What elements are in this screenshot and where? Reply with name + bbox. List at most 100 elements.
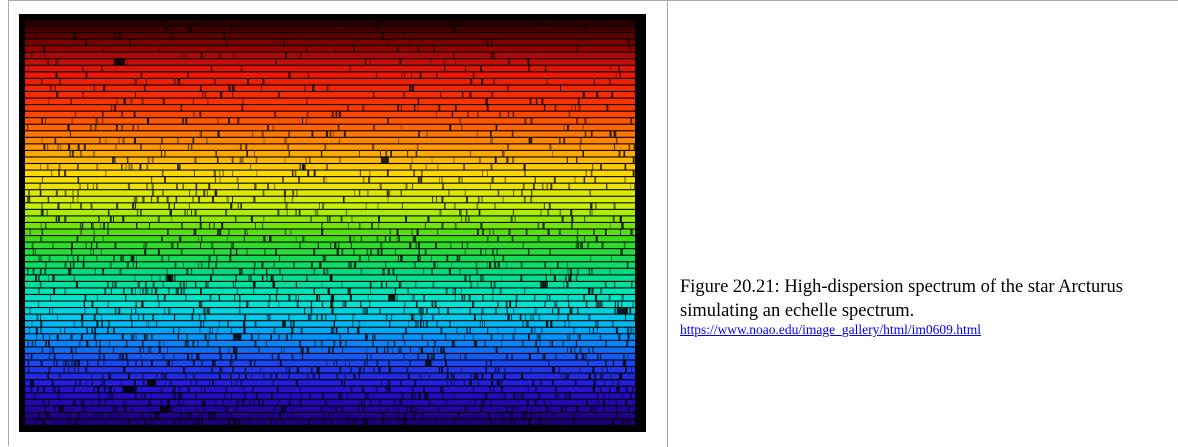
absorption-line [162,98,165,105]
absorption-line [554,301,556,308]
absorption-line [131,406,133,412]
absorption-line [313,288,315,294]
absorption-line [588,314,591,321]
absorption-line [239,268,241,275]
absorption-line [82,92,84,98]
absorption-line [230,242,232,249]
absorption-line [85,242,87,249]
absorption-line [625,314,626,321]
absorption-line [533,183,535,190]
absorption-line [210,275,212,281]
absorption-line [66,412,68,419]
absorption-line [553,275,556,281]
absorption-line [64,262,67,268]
absorption-line [482,170,483,177]
absorption-line [203,190,206,196]
absorption-line [131,321,133,327]
absorption-line [86,380,87,386]
absorption-line [578,334,581,340]
absorption-line [477,380,480,386]
absorption-line [497,327,499,334]
absorption-line [540,380,542,386]
absorption-line [152,281,155,288]
absorption-line [72,255,74,262]
absorption-line [463,295,466,301]
absorption-line [521,373,524,380]
absorption-line [603,399,606,406]
absorption-line [71,360,73,366]
absorption-line [108,393,110,399]
absorption-line [30,353,33,360]
absorption-line [567,347,568,353]
absorption-line [28,367,30,373]
absorption-line [271,393,273,399]
absorption-line [481,373,484,380]
absorption-line [199,327,201,334]
source-link[interactable]: https://www.noao.edu/image_gallery/html/… [680,322,981,337]
absorption-line [572,419,575,425]
absorption-line [395,249,396,255]
absorption-line [514,327,516,334]
absorption-line [528,334,530,340]
absorption-line [170,242,172,249]
absorption-line [358,406,360,412]
absorption-line [255,223,256,229]
absorption-line [94,268,96,275]
absorption-line [166,196,168,203]
absorption-line [34,249,36,255]
absorption-line [57,216,60,222]
absorption-line [512,334,515,340]
absorption-line [156,196,159,203]
absorption-line [144,249,147,255]
absorption-line [508,111,510,118]
absorption-line [620,229,621,235]
absorption-line [201,131,202,137]
absorption-line [305,157,307,163]
absorption-line [157,295,159,301]
absorption-line [135,334,137,340]
absorption-line [593,406,596,412]
absorption-line [132,255,135,262]
absorption-line [67,360,70,366]
absorption-line [340,393,343,399]
absorption-line [412,236,414,242]
absorption-line [158,347,161,353]
absorption-line [59,373,61,380]
absorption-line [482,399,485,406]
absorption-line [199,111,202,118]
absorption-line [520,393,522,399]
absorption-line [278,301,280,308]
figure-caption: Figure 20.21: High-dispersion spectrum o… [680,277,1123,321]
absorption-line [102,268,104,275]
absorption-line [362,406,365,412]
absorption-line [493,281,496,288]
absorption-line [244,229,247,235]
spectrum-order-band [25,59,635,65]
absorption-line [380,242,383,249]
absorption-line [97,386,100,393]
absorption-line [257,399,260,406]
absorption-line [51,380,54,386]
absorption-line [199,321,202,327]
absorption-line [267,183,269,190]
absorption-line [69,150,72,157]
absorption-line [114,281,117,288]
absorption-line [515,301,517,308]
absorption-line [170,33,173,39]
absorption-line [288,295,291,301]
absorption-line [134,393,136,399]
absorption-line [412,183,413,190]
absorption-line [354,190,356,196]
absorption-line [617,301,619,308]
absorption-line [594,380,595,386]
absorption-line [235,249,238,255]
absorption-line [446,255,449,262]
absorption-line [508,412,510,419]
absorption-line [522,393,524,399]
absorption-line [110,386,112,393]
absorption-line [563,137,566,144]
absorption-line [614,308,617,314]
absorption-line [489,386,492,393]
absorption-line [243,386,244,393]
absorption-line [225,39,228,46]
